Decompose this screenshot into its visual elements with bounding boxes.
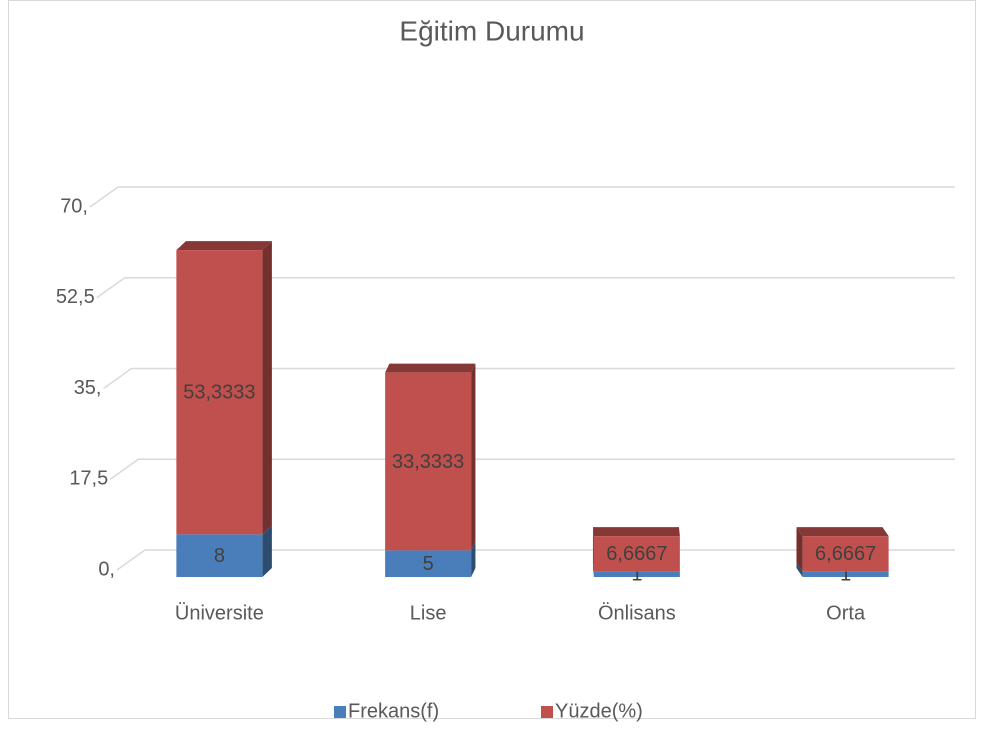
bar	[385, 550, 472, 577]
bar-top	[385, 363, 476, 373]
chart-border	[8, 0, 976, 719]
bar	[802, 571, 889, 577]
grid-line	[109, 458, 955, 480]
bar	[176, 534, 263, 577]
legend-label: Yüzde(%)	[555, 700, 643, 722]
bar	[176, 250, 263, 535]
grid-line	[103, 367, 955, 390]
y-tick-label: 17,5	[69, 468, 108, 490]
bar-side	[592, 527, 594, 572]
grid-line	[89, 186, 955, 208]
data-label: 8	[214, 545, 225, 567]
bar-top	[592, 527, 680, 537]
bar	[593, 536, 680, 572]
y-tick-label: 0,	[98, 558, 115, 580]
bar-side	[262, 525, 272, 577]
bar-side	[796, 527, 803, 572]
y-tick-label: 35,	[74, 377, 102, 399]
bar-side	[262, 241, 272, 535]
bar-side	[471, 541, 476, 577]
bar	[593, 571, 680, 577]
grid-line	[116, 549, 955, 571]
x-tick-label: Lise	[410, 602, 447, 624]
data-label: 33,3333	[392, 451, 464, 473]
bar-side	[592, 562, 594, 577]
data-label: 53,3333	[183, 382, 255, 404]
bar-top	[796, 527, 889, 537]
bar-side	[796, 562, 803, 577]
x-tick-label: Üniversite	[175, 602, 264, 624]
bar-side	[471, 363, 476, 551]
bar	[802, 536, 889, 572]
data-label: 6,6667	[606, 543, 667, 565]
legend-label: Frekans(f)	[348, 700, 439, 722]
data-label: 6,6667	[815, 543, 876, 565]
bar-top	[176, 241, 272, 251]
chart-title: Eğitim Durumu	[399, 15, 584, 46]
data-label: 1	[840, 564, 851, 586]
data-label: 5	[423, 553, 434, 575]
legend-swatch	[334, 706, 346, 718]
y-tick-label: 52,5	[56, 286, 95, 308]
x-tick-label: Orta	[826, 602, 866, 624]
grid-line	[96, 277, 955, 299]
data-label: 1	[631, 564, 642, 586]
legend-swatch	[541, 706, 553, 718]
x-tick-label: Önlisans	[598, 602, 676, 624]
y-tick-label: 70,	[60, 195, 88, 217]
bar	[385, 372, 472, 551]
